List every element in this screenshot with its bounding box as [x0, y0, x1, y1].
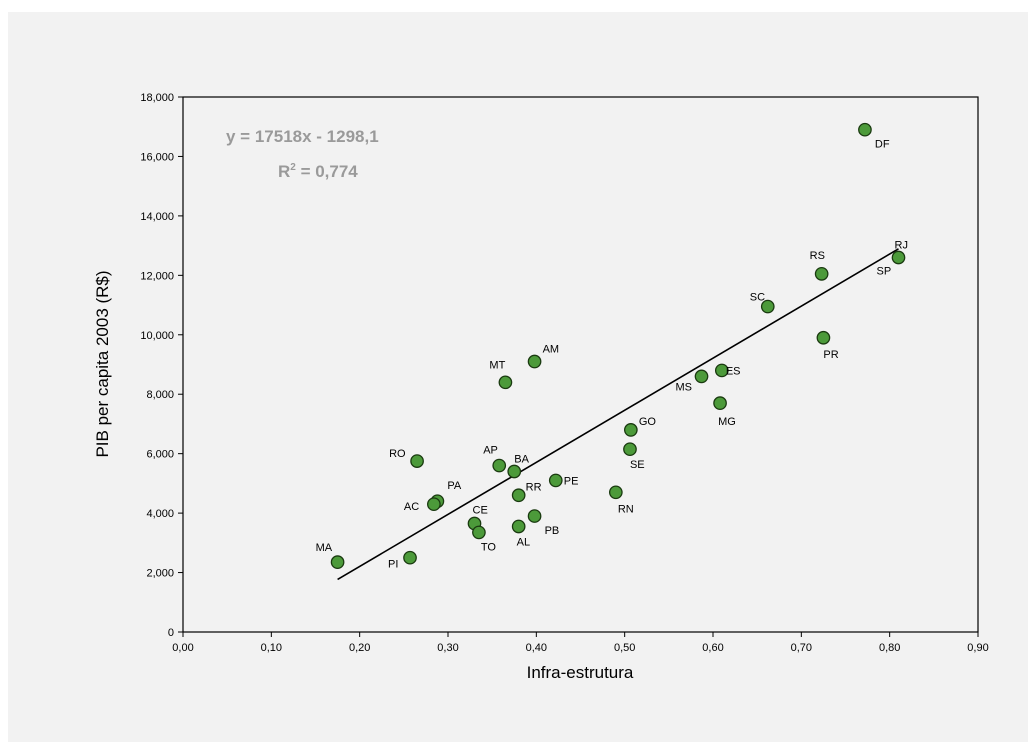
y-axis: 0 2,000 4,000 6,000 8,000 10,000 12,000 14,000 1… [140, 92, 183, 639]
data-point-ms [694, 369, 709, 384]
point-label-df: DF [875, 139, 890, 151]
data-point-pe [548, 473, 563, 488]
data-point-ap [492, 458, 507, 473]
plot-area [182, 96, 979, 633]
r2-superscript: 2 [290, 162, 296, 173]
y-axis-title: PIB per capita 2003 (R$) [93, 270, 112, 457]
point-label-go: GO [639, 416, 657, 428]
data-point-rj [891, 250, 906, 265]
data-point-df [858, 122, 872, 137]
r2-value: = 0,774 [296, 162, 358, 181]
point-label-to: TO [481, 541, 497, 553]
data-point-ro [410, 454, 424, 468]
data-point-es [714, 363, 729, 378]
point-label-pe: PE [564, 475, 579, 487]
x-tick-label: 0,80 [879, 642, 900, 654]
point-label-pb: PB [545, 525, 560, 537]
x-tick-label: 0,10 [261, 642, 282, 654]
point-label-ce: CE [473, 505, 488, 517]
point-label-ba: BA [514, 454, 529, 466]
x-axis: 0,00 0,10 0,20 0,30 0,40 0,50 0,60 0,70 0,80 0,90 [172, 632, 989, 654]
x-tick-label: 0,70 [791, 642, 812, 654]
data-point-ma [330, 555, 345, 570]
x-tick-label: 0,50 [614, 642, 635, 654]
point-label-am: AM [543, 344, 560, 356]
x-tick-label: 0,00 [172, 642, 193, 654]
data-point-sc [760, 299, 775, 314]
trend-line [337, 248, 899, 581]
point-label-se: SE [630, 459, 645, 471]
regression-equation: y = 17518x - 1298,1 [226, 127, 379, 146]
y-tick-label: 4,000 [146, 508, 174, 520]
point-label-pr: PR [823, 349, 838, 361]
data-point-al [511, 519, 526, 534]
y-tick-label: 2,000 [146, 568, 174, 580]
data-point-pb [527, 509, 542, 523]
data-point-rn [608, 485, 623, 500]
data-point-pi [403, 550, 417, 565]
y-tick-label: 6,000 [146, 449, 174, 461]
x-tick-label: 0,90 [967, 642, 988, 654]
y-tick-label: 18,000 [140, 92, 174, 104]
x-tick-label: 0,20 [349, 642, 370, 654]
x-axis-title: Infra-estrutura [527, 663, 634, 682]
point-label-pa: PA [447, 480, 462, 492]
data-point-ac [427, 497, 441, 512]
data-point-to [472, 525, 486, 540]
data-points [330, 122, 906, 570]
y-tick-label: 0 [168, 627, 174, 639]
data-point-go [623, 423, 638, 437]
point-label-rj: RJ [895, 240, 908, 252]
data-point-am [527, 354, 542, 369]
point-label-al: AL [517, 536, 530, 548]
point-label-ac: AC [404, 501, 419, 513]
x-tick-label: 0,30 [437, 642, 458, 654]
point-label-ap: AP [483, 445, 498, 457]
point-label-rr: RR [526, 481, 542, 493]
data-point-mt [498, 375, 513, 390]
y-tick-label: 14,000 [140, 211, 174, 223]
x-tick-label: 0,60 [702, 642, 723, 654]
point-label-ro: RO [389, 448, 406, 460]
data-point-rs [814, 266, 829, 281]
scatter-chart: 0,00 0,10 0,20 0,30 0,40 0,50 0,60 0,70 0,80 0,90… [93, 92, 989, 682]
r-squared: R2 = 0,774 [278, 162, 358, 181]
point-label-ma: MA [316, 542, 333, 554]
data-point-rr [511, 488, 526, 503]
x-tick-label: 0,40 [526, 642, 547, 654]
point-label-ms: MS [676, 381, 693, 393]
point-label-rs: RS [810, 250, 825, 262]
point-label-sc: SC [750, 292, 765, 304]
chart-panel: 0,00 0,10 0,20 0,30 0,40 0,50 0,60 0,70 0,80 0,90… [8, 12, 1028, 742]
data-point-pr [816, 330, 831, 345]
y-tick-label: 16,000 [140, 151, 174, 163]
point-label-rn: RN [618, 503, 634, 515]
data-point-ba [507, 464, 522, 479]
y-tick-label: 10,000 [140, 330, 174, 342]
point-label-es: ES [726, 365, 741, 377]
y-tick-label: 8,000 [146, 389, 174, 401]
data-point-se [623, 442, 637, 457]
point-label-mg: MG [718, 416, 736, 428]
point-label-sp: SP [877, 266, 892, 278]
data-point-mg [713, 396, 727, 410]
point-label-pi: PI [388, 559, 398, 571]
point-label-mt: MT [489, 359, 505, 371]
r2-prefix: R [278, 162, 290, 181]
point-labels: DF RJ SP RS SC PR AM MT ES MS MG GO SE RO AP BA PE RR RN PA… [316, 139, 908, 571]
y-tick-label: 12,000 [140, 270, 174, 282]
